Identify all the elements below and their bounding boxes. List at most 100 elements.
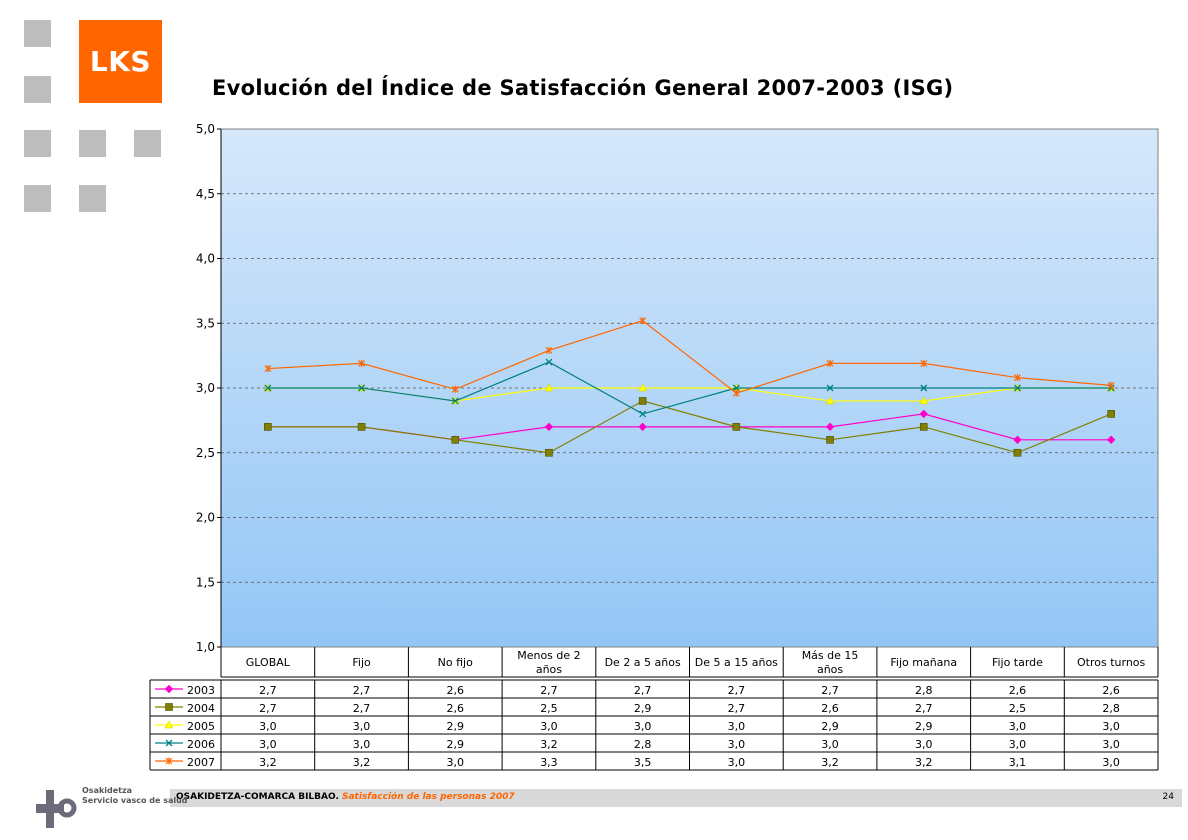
- data-label: 2,7: [821, 684, 839, 697]
- osakidetza-wordmark: Osakidetza Servicio vasco de salud: [82, 786, 188, 806]
- decor-square: [79, 185, 106, 212]
- x-category-label: años: [536, 663, 562, 676]
- x-category-label: Más de 15: [802, 649, 859, 662]
- x-category-label: Fijo tarde: [992, 656, 1043, 669]
- data-point-2006: [1013, 384, 1021, 392]
- data-point-2006: [920, 384, 928, 392]
- data-label: 2,5: [1009, 702, 1027, 715]
- data-label: 3,2: [259, 756, 277, 769]
- data-point-2007: [1014, 374, 1021, 382]
- footer-org-name: OSAKIDETZA-COMARCA BILBAO.: [176, 792, 339, 802]
- data-point-2004: [638, 397, 647, 405]
- decor-square: [24, 130, 51, 157]
- data-point-2004: [1013, 448, 1022, 457]
- data-label: 3,2: [821, 756, 839, 769]
- series-line-2007: [267, 319, 1112, 394]
- data-label: 3,0: [447, 756, 465, 769]
- x-category-label: De 5 a 15 años: [695, 656, 778, 669]
- decor-square: [24, 76, 51, 103]
- data-label: 2,9: [447, 720, 465, 733]
- data-label: 2,7: [353, 684, 371, 697]
- data-point-2004: [919, 423, 928, 431]
- x-category-label: De 2 a 5 años: [605, 656, 681, 669]
- data-point-2007: [451, 385, 459, 393]
- legend-label: 2004: [187, 702, 215, 715]
- y-tick-label: 4,5: [196, 187, 215, 201]
- decor-square: [24, 185, 51, 212]
- data-point-2004: [545, 448, 553, 457]
- data-point-2004: [1107, 410, 1115, 418]
- decor-square: [134, 130, 161, 157]
- data-label: 3,0: [634, 720, 652, 733]
- data-point-2003: [825, 422, 835, 432]
- decor-square: [79, 130, 106, 157]
- legend-label: 2003: [187, 684, 215, 697]
- x-category-label: No fijo: [438, 656, 473, 669]
- data-point-2007: [826, 359, 834, 367]
- footer-bar: [170, 789, 1182, 807]
- data-point-2005: [825, 396, 835, 405]
- data-label: 3,0: [1009, 720, 1027, 733]
- data-point-2007: [264, 365, 272, 373]
- legend-marker-2006: [165, 739, 173, 747]
- lks-logo: LKS: [79, 20, 162, 103]
- data-point-2007: [920, 359, 928, 367]
- data-point-2005: [544, 383, 554, 392]
- y-tick-label: 5,0: [196, 122, 215, 136]
- data-label: 2,6: [447, 702, 465, 715]
- series-line-2006: [267, 361, 1112, 415]
- data-point-2003: [544, 422, 554, 432]
- data-point-2004: [264, 423, 272, 431]
- data-label: 2,6: [821, 702, 839, 715]
- data-label: 3,0: [1102, 738, 1120, 751]
- data-point-2003: [1013, 435, 1022, 445]
- y-tick-label: 3,0: [196, 381, 215, 395]
- page-number: 24: [1162, 792, 1174, 802]
- data-label: 2,7: [259, 702, 277, 715]
- legend-label: 2007: [187, 756, 215, 769]
- data-label: 3,2: [540, 738, 558, 751]
- data-point-2007: [358, 359, 365, 367]
- osakidetza-line1: Osakidetza: [82, 786, 133, 795]
- data-label: 3,0: [821, 738, 839, 751]
- data-label: 2,8: [634, 738, 652, 751]
- legend-marker-2004: [165, 703, 173, 711]
- data-label: 2,6: [447, 684, 465, 697]
- y-tick-label: 1,0: [196, 640, 215, 654]
- data-label: 2,5: [540, 702, 558, 715]
- data-label: 2,6: [1009, 684, 1027, 697]
- series-line-2004: [267, 400, 1112, 454]
- legend-marker-2005: [164, 720, 174, 729]
- data-label: 2,9: [915, 720, 933, 733]
- data-label: 2,7: [728, 702, 746, 715]
- data-label: 2,7: [634, 684, 652, 697]
- data-label: 2,7: [259, 684, 277, 697]
- data-label: 2,8: [915, 684, 933, 697]
- data-label: 3,0: [540, 720, 558, 733]
- data-label: 2,7: [353, 702, 371, 715]
- data-point-2007: [732, 389, 740, 397]
- data-label: 3,0: [353, 738, 371, 751]
- data-point-2006: [545, 358, 553, 366]
- legend-label: 2005: [187, 720, 215, 733]
- y-tick-label: 2,5: [196, 446, 215, 460]
- footer-subtitle: Satisfacción de las personas 2007: [342, 792, 515, 802]
- data-label: 3,0: [1009, 738, 1027, 751]
- data-label: 3,2: [915, 756, 933, 769]
- x-category-label: GLOBAL: [246, 656, 291, 669]
- y-tick-label: 3,5: [196, 316, 215, 330]
- data-label: 3,3: [540, 756, 558, 769]
- y-tick-label: 2,0: [196, 511, 215, 525]
- data-point-2005: [638, 383, 648, 392]
- x-category-label: Fijo mañana: [890, 656, 957, 669]
- data-label: 3,0: [259, 738, 277, 751]
- data-label: 3,0: [1102, 720, 1120, 733]
- data-point-2007: [1107, 381, 1115, 389]
- x-category-label: años: [817, 663, 843, 676]
- data-point-2006: [358, 384, 366, 392]
- data-label: 3,0: [259, 720, 277, 733]
- data-label: 3,0: [728, 756, 746, 769]
- data-point-2003: [1106, 435, 1116, 445]
- x-category-label: Menos de 2: [517, 649, 580, 662]
